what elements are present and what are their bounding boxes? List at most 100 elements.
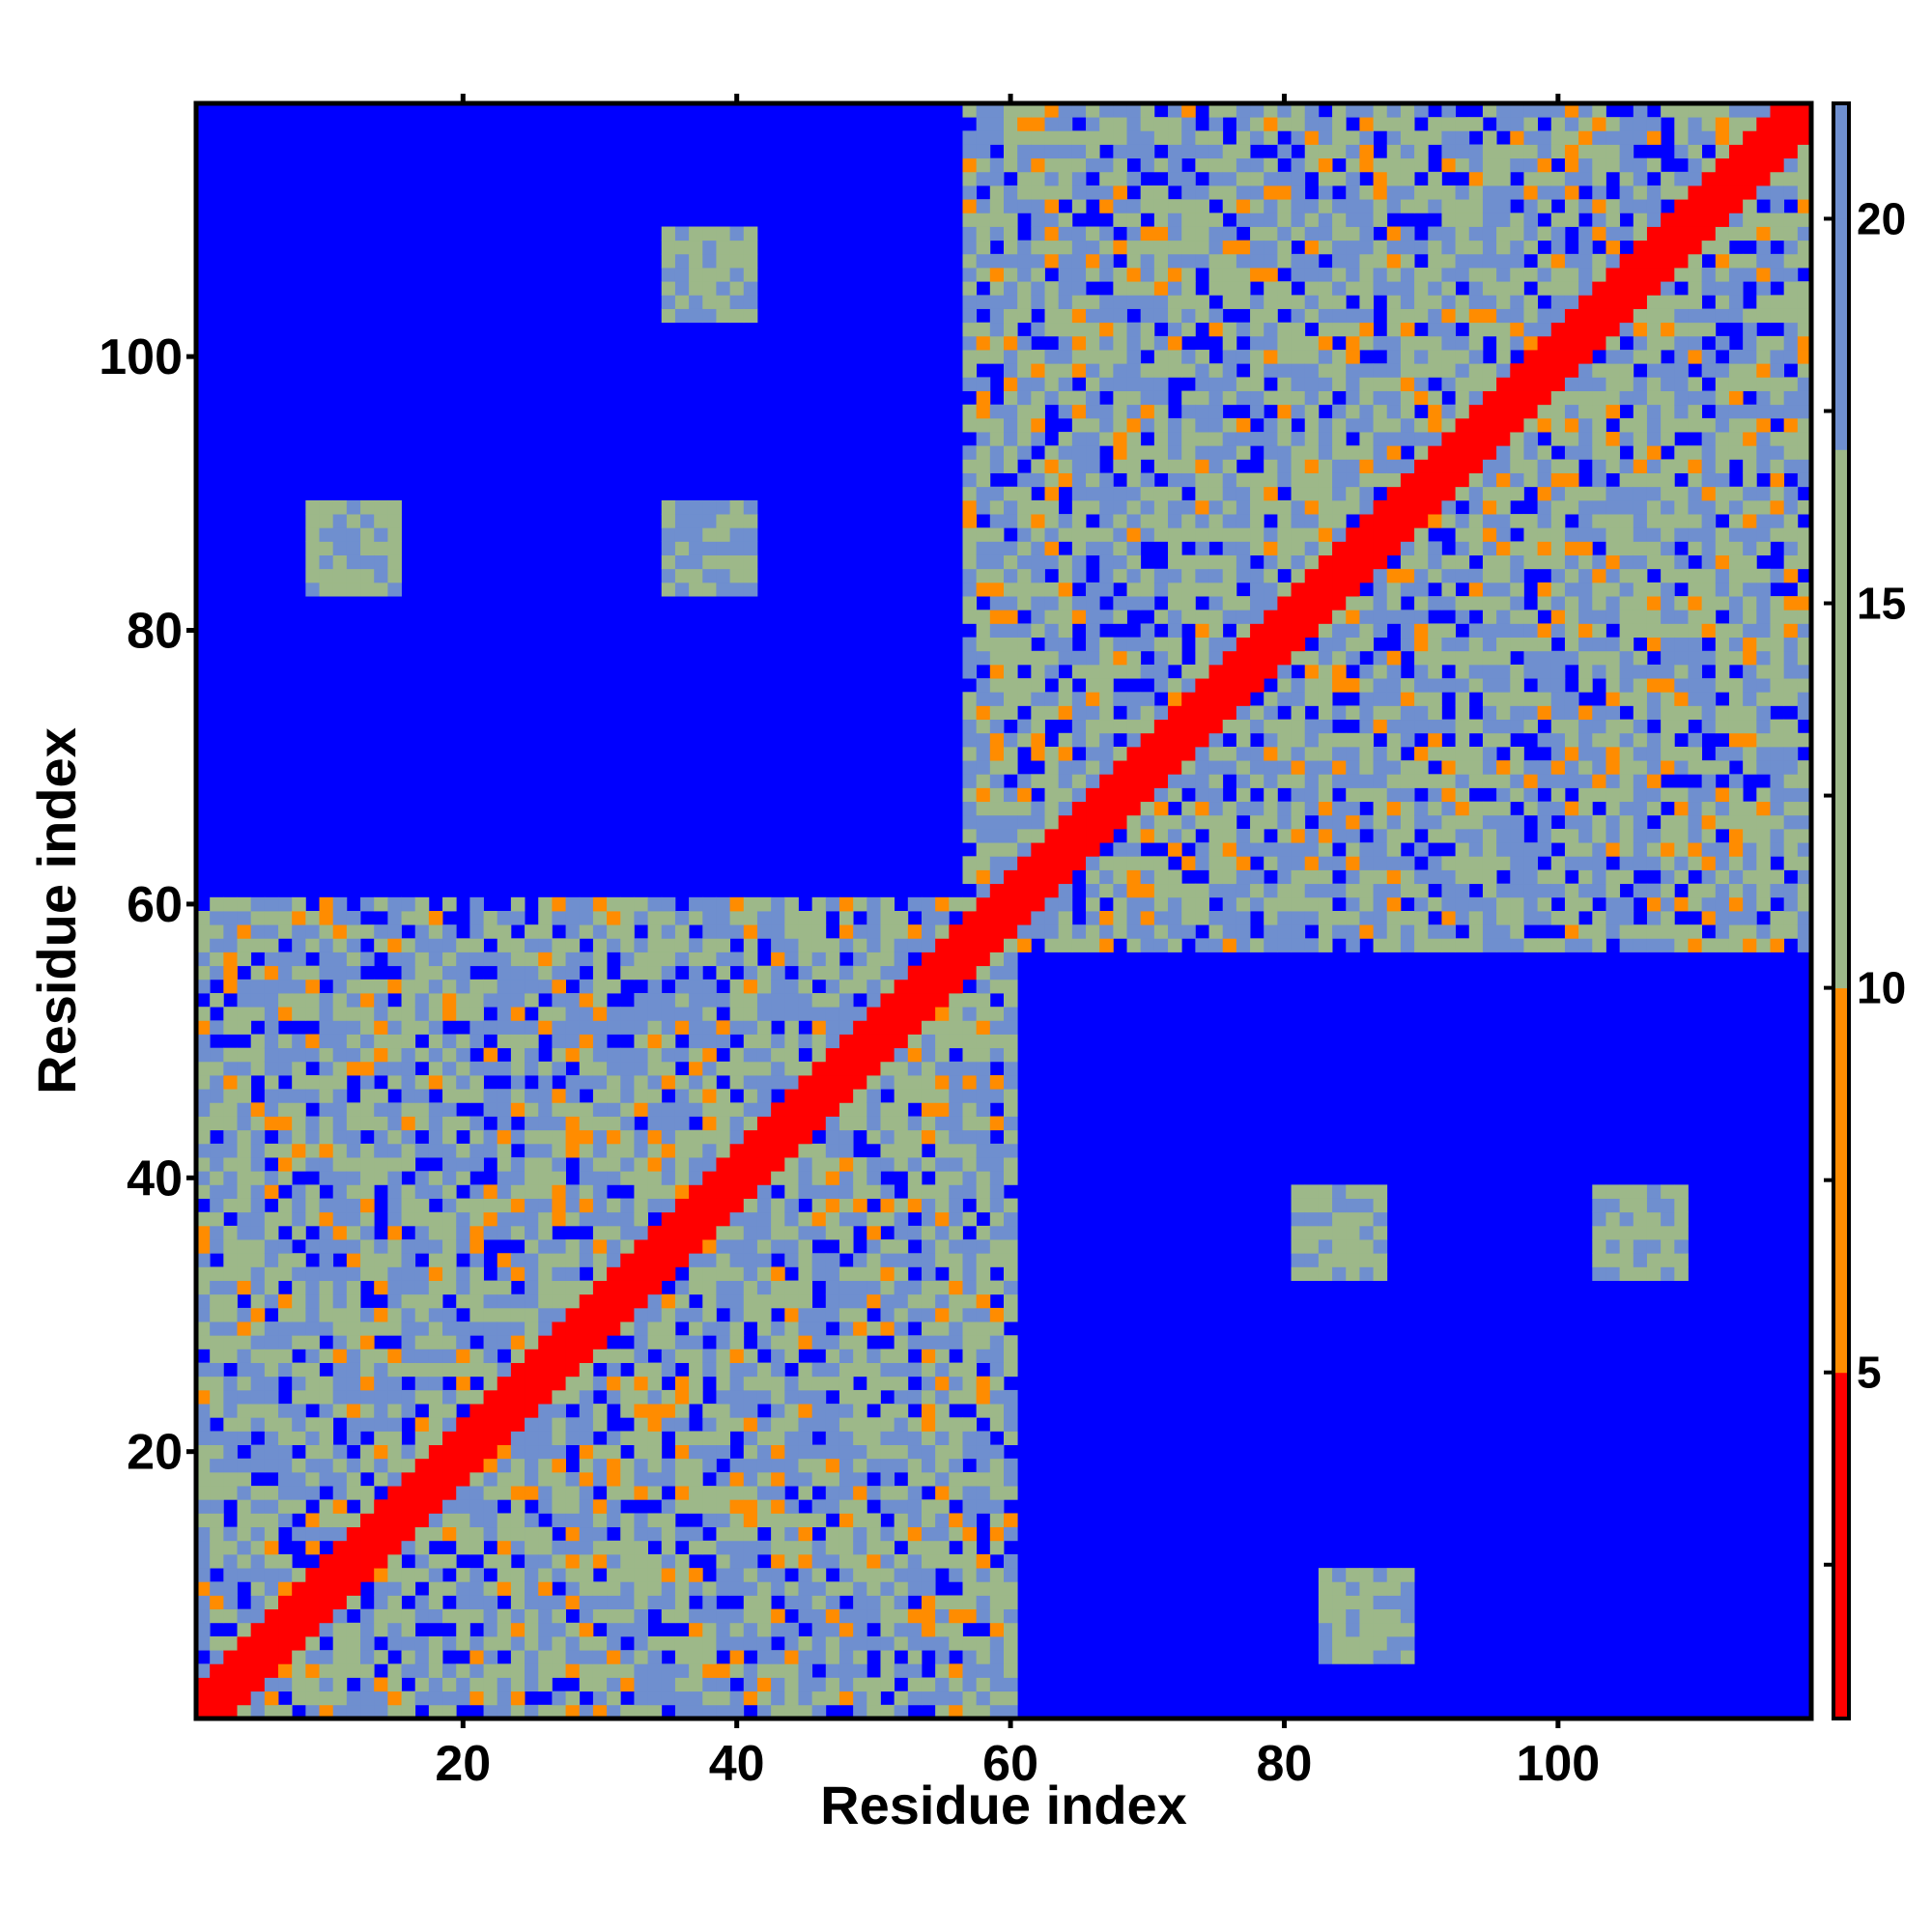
- heatmap-cell: [1304, 268, 1320, 282]
- heatmap-cell: [756, 1690, 772, 1706]
- heatmap-cell: [838, 1417, 854, 1432]
- heatmap-cell: [196, 938, 211, 952]
- heatmap-cell: [196, 1047, 211, 1063]
- heatmap-cell: [976, 268, 991, 282]
- heatmap-cell: [237, 1253, 252, 1267]
- heatmap-cell: [620, 1007, 635, 1021]
- heatmap-cell: [1318, 692, 1333, 706]
- heatmap-cell: [634, 1171, 648, 1185]
- heatmap-cell: [1004, 1102, 1018, 1117]
- heatmap-cell: [1086, 472, 1100, 488]
- heatmap-cell: [1181, 499, 1196, 515]
- heatmap-cell: [1291, 568, 1306, 583]
- heatmap-cell: [414, 1075, 430, 1090]
- heatmap-cell: [716, 1280, 731, 1295]
- heatmap-cell: [674, 1704, 690, 1719]
- heatmap-cell: [1004, 1089, 1018, 1103]
- heatmap-cell: [346, 1184, 361, 1199]
- heatmap-cell: [552, 1253, 566, 1267]
- heatmap-cell: [1304, 157, 1320, 173]
- heatmap-cell: [1004, 787, 1018, 803]
- heatmap-cell: [1222, 678, 1237, 693]
- heatmap-cell: [702, 1157, 717, 1172]
- heatmap-cell: [428, 1389, 443, 1405]
- heatmap-cell: [264, 1335, 279, 1350]
- heatmap-cell: [483, 1389, 498, 1405]
- heatmap-cell: [1195, 157, 1209, 173]
- heatmap-cell: [716, 1568, 731, 1582]
- heatmap-cell: [962, 952, 978, 967]
- heatmap-cell: [1291, 869, 1306, 885]
- heatmap-cell: [935, 1280, 950, 1295]
- heatmap-cell: [634, 1431, 648, 1446]
- heatmap-cell: [838, 1184, 854, 1199]
- heatmap-cell: [921, 993, 936, 1008]
- heatmap-cell: [689, 952, 703, 967]
- heatmap-cell: [962, 568, 978, 583]
- heatmap-cell: [811, 924, 827, 939]
- heatmap-cell: [1044, 801, 1060, 816]
- heatmap-cell: [1250, 226, 1264, 242]
- heatmap-cell: [319, 1102, 334, 1117]
- heatmap-cell: [1332, 377, 1347, 391]
- heatmap-cell: [1250, 610, 1264, 624]
- heatmap-cell: [1264, 268, 1278, 282]
- heatmap-cell: [716, 1116, 731, 1131]
- heatmap-cell: [1359, 1581, 1374, 1596]
- heatmap-cell: [825, 1335, 840, 1350]
- heatmap-cell: [1318, 185, 1333, 200]
- heatmap-cell: [1168, 869, 1182, 885]
- heatmap-cell: [976, 1102, 991, 1117]
- heatmap-cell: [1304, 760, 1320, 775]
- heatmap-cell: [264, 1635, 279, 1651]
- heatmap-cell: [1004, 1266, 1018, 1281]
- heatmap-cell: [894, 1129, 909, 1145]
- heatmap-cell: [401, 1568, 416, 1582]
- heatmap-cell: [1168, 499, 1182, 515]
- heatmap-cell: [784, 1650, 799, 1664]
- heatmap-cell: [674, 568, 690, 583]
- heatmap-cell: [962, 417, 978, 433]
- heatmap-cell: [784, 1075, 799, 1090]
- heatmap-cell: [1332, 514, 1347, 528]
- heatmap-cell: [1044, 308, 1060, 324]
- heatmap-cell: [1004, 350, 1018, 364]
- heatmap-cell: [469, 1608, 484, 1624]
- heatmap-cell: [1058, 459, 1073, 473]
- heatmap-cell: [1346, 924, 1360, 939]
- heatmap-cell: [1031, 623, 1045, 639]
- heatmap-cell: [264, 1444, 279, 1460]
- heatmap-cell: [1236, 213, 1251, 227]
- heatmap-cell: [1140, 499, 1155, 515]
- heatmap-cell: [1250, 650, 1264, 666]
- heatmap-cell: [428, 1677, 443, 1692]
- heatmap-cell: [387, 1663, 402, 1678]
- heatmap-cell: [1126, 664, 1142, 679]
- heatmap-cell: [1017, 527, 1032, 542]
- heatmap-cell: [456, 1431, 470, 1446]
- heatmap-cell: [689, 1129, 703, 1145]
- heatmap-cell: [579, 1211, 594, 1227]
- heatmap-cell: [1181, 568, 1196, 583]
- heatmap-cell: [798, 1280, 813, 1295]
- heatmap-cell: [360, 1444, 375, 1460]
- heatmap-cell: [319, 1513, 334, 1528]
- heatmap-cell: [538, 1526, 553, 1542]
- heatmap-cell: [798, 924, 813, 939]
- heatmap-cell: [525, 1129, 539, 1145]
- heatmap-cell: [579, 1102, 594, 1117]
- heatmap-cell: [894, 1690, 909, 1706]
- heatmap-cell: [989, 1253, 1005, 1267]
- heatmap-cell: [1044, 924, 1060, 939]
- heatmap-cell: [305, 979, 320, 994]
- heatmap-cell: [1346, 240, 1360, 255]
- heatmap-cell: [332, 1635, 348, 1651]
- heatmap-cell: [374, 1690, 388, 1706]
- heatmap-cell: [1140, 814, 1155, 830]
- heatmap-cell: [1264, 527, 1278, 542]
- heatmap-cell: [305, 1089, 320, 1103]
- heatmap-cell: [1359, 774, 1374, 788]
- heatmap-cell: [729, 1526, 745, 1542]
- heatmap-cell: [1004, 1239, 1018, 1254]
- heatmap-cell: [552, 1157, 566, 1172]
